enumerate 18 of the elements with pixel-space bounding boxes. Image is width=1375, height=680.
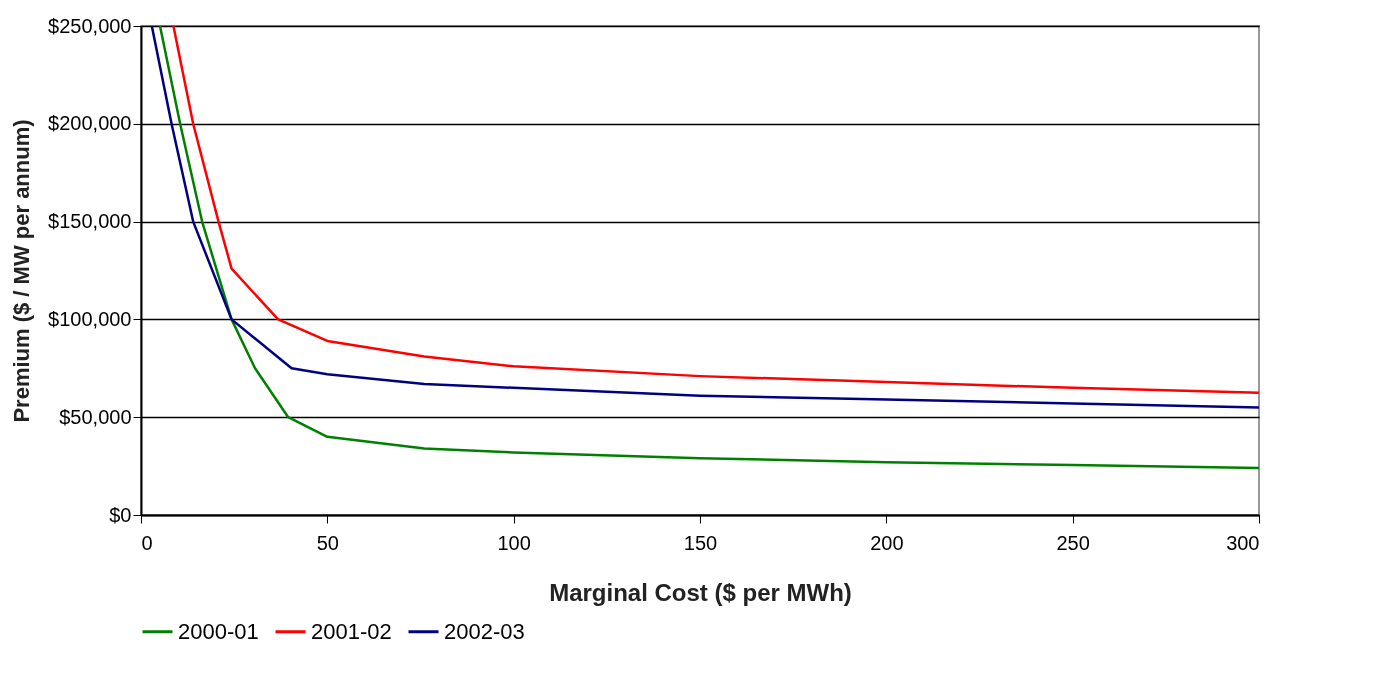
- x-axis-title: Marginal Cost ($ per MWh): [549, 578, 852, 606]
- x-tick-label: 100: [497, 531, 531, 554]
- legend-label: 2000-01: [178, 618, 259, 644]
- y-tick-label: $0: [109, 503, 132, 526]
- x-tick-label: 300: [1226, 531, 1260, 554]
- y-tick-label: $100,000: [48, 307, 132, 330]
- y-tick-label: $150,000: [48, 210, 132, 233]
- x-tick-label: 50: [316, 531, 339, 554]
- y-tick-label: $200,000: [48, 112, 132, 135]
- y-axis-title: Premium ($ / MW per annum): [9, 119, 35, 423]
- x-tick-label: 150: [683, 531, 718, 554]
- y-tick-label: $50,000: [59, 405, 132, 428]
- x-tick-label: 0: [141, 531, 153, 554]
- x-tick-label: 200: [870, 531, 904, 554]
- legend-label: 2001-02: [311, 618, 392, 644]
- legend-label: 2002-03: [444, 618, 525, 644]
- y-tick-label: $250,000: [48, 14, 132, 37]
- x-tick-label: 250: [1056, 531, 1090, 554]
